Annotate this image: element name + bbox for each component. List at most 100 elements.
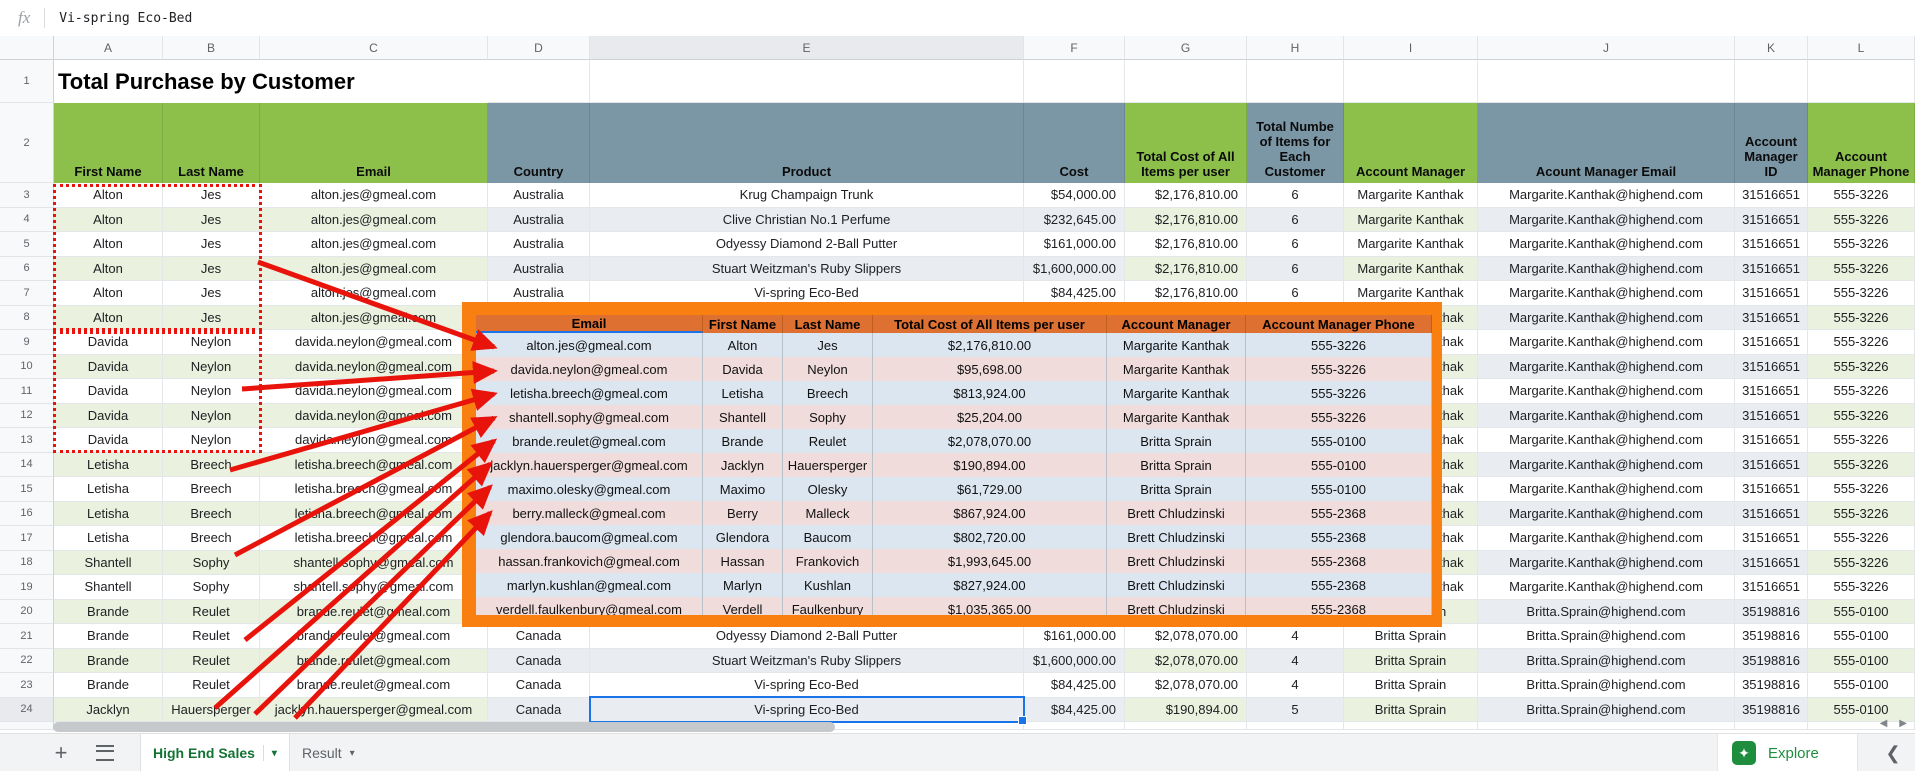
row-header-15[interactable]: 15	[0, 477, 54, 502]
cell-J3[interactable]: Margarite.Kanthak@highend.com	[1478, 183, 1735, 208]
cell-E5[interactable]: Odyessy Diamond 2-Ball Putter	[590, 232, 1024, 257]
cell-K16[interactable]: 31516651	[1735, 501, 1808, 526]
column-header-H[interactable]: H	[1247, 36, 1344, 60]
cell-G1[interactable]	[1125, 60, 1247, 103]
cell-L8[interactable]: 555-3226	[1808, 305, 1915, 330]
column-header-G[interactable]: G	[1125, 36, 1247, 60]
add-sheet-button[interactable]: +	[54, 740, 68, 765]
column-header-J[interactable]: J	[1478, 36, 1735, 60]
cell-L17[interactable]: 555-3226	[1808, 526, 1915, 551]
row-header-13[interactable]: 13	[0, 428, 54, 453]
cell-B15[interactable]: Breech	[163, 477, 260, 502]
cell-L14[interactable]: 555-3226	[1808, 452, 1915, 477]
cell-J1[interactable]	[1478, 60, 1735, 103]
cell-C3[interactable]: alton.jes@gmeal.com	[260, 183, 488, 208]
cell-J16[interactable]: Margarite.Kanthak@highend.com	[1478, 501, 1735, 526]
cell-J12[interactable]: Margarite.Kanthak@highend.com	[1478, 403, 1735, 428]
cell-C12[interactable]: davida.neylon@gmeal.com	[260, 403, 488, 428]
cell-J21[interactable]: Britta.Sprain@highend.com	[1478, 624, 1735, 649]
explore-button[interactable]: ✦ Explore	[1717, 734, 1858, 771]
cell-I6[interactable]: Margarite Kanthak	[1344, 256, 1478, 281]
cell-A7[interactable]: Alton	[54, 281, 163, 306]
row-header-17[interactable]: 17	[0, 526, 54, 551]
row-header-9[interactable]: 9	[0, 330, 54, 355]
row-header-2[interactable]: 2	[0, 103, 54, 183]
table-header-C[interactable]: Email	[260, 103, 488, 183]
cell-F6[interactable]: $1,600,000.00	[1024, 256, 1125, 281]
row-header-23[interactable]: 23	[0, 673, 54, 698]
cell-K6[interactable]: 31516651	[1735, 256, 1808, 281]
cell-L3[interactable]: 555-3226	[1808, 183, 1915, 208]
cell-D3[interactable]: Australia	[488, 183, 590, 208]
cell-C15[interactable]: letisha.breech@gmeal.com	[260, 477, 488, 502]
cell-A18[interactable]: Shantell	[54, 550, 163, 575]
row-header-14[interactable]: 14	[0, 452, 54, 477]
cell-C8[interactable]: alton.jes@gmeal.com	[260, 305, 488, 330]
cell-C13[interactable]: davida.neylon@gmeal.com	[260, 428, 488, 453]
row-header-21[interactable]: 21	[0, 624, 54, 649]
row-header-24[interactable]: 24	[0, 697, 54, 722]
scrollbar-arrows[interactable]: ◀ ▶	[1880, 718, 1907, 729]
cell-H21[interactable]: 4	[1247, 624, 1344, 649]
cell-F21[interactable]: $161,000.00	[1024, 624, 1125, 649]
column-header-I[interactable]: I	[1344, 36, 1478, 60]
cell-J10[interactable]: Margarite.Kanthak@highend.com	[1478, 354, 1735, 379]
formula-input[interactable]: Vi-spring Eco-Bed	[59, 10, 193, 26]
cell-L5[interactable]: 555-3226	[1808, 232, 1915, 257]
cell-A16[interactable]: Letisha	[54, 501, 163, 526]
cell-D4[interactable]: Australia	[488, 207, 590, 232]
cell-B8[interactable]: Jes	[163, 305, 260, 330]
cell-C23[interactable]: brande.reulet@gmeal.com	[260, 673, 488, 698]
column-header-A[interactable]: A	[54, 36, 163, 60]
cell-L10[interactable]: 555-3226	[1808, 354, 1915, 379]
cell-A11[interactable]: Davida	[54, 379, 163, 404]
cell-L18[interactable]: 555-3226	[1808, 550, 1915, 575]
cell-L16[interactable]: 555-3226	[1808, 501, 1915, 526]
cell-C5[interactable]: alton.jes@gmeal.com	[260, 232, 488, 257]
row-header-4[interactable]: 4	[0, 207, 54, 232]
cell-K5[interactable]: 31516651	[1735, 232, 1808, 257]
cell-K20[interactable]: 35198816	[1735, 599, 1808, 624]
cell-L1[interactable]	[1808, 60, 1915, 103]
cell-J7[interactable]: Margarite.Kanthak@highend.com	[1478, 281, 1735, 306]
cell-J15[interactable]: Margarite.Kanthak@highend.com	[1478, 477, 1735, 502]
cell-F24[interactable]: $84,425.00	[1024, 697, 1125, 722]
cell-A10[interactable]: Davida	[54, 354, 163, 379]
cell-D5[interactable]: Australia	[488, 232, 590, 257]
table-header-F[interactable]: Cost	[1024, 103, 1125, 183]
cell-I22[interactable]: Britta Sprain	[1344, 648, 1478, 673]
cell-B6[interactable]: Jes	[163, 256, 260, 281]
table-header-I[interactable]: Account Manager	[1344, 103, 1478, 183]
row-header-10[interactable]: 10	[0, 354, 54, 379]
cell-E4[interactable]: Clive Christian No.1 Perfume	[590, 207, 1024, 232]
cell-D23[interactable]: Canada	[488, 673, 590, 698]
cell-A15[interactable]: Letisha	[54, 477, 163, 502]
cell-J20[interactable]: Britta.Sprain@highend.com	[1478, 599, 1735, 624]
cell-J14[interactable]: Margarite.Kanthak@highend.com	[1478, 452, 1735, 477]
cell-H1[interactable]	[1247, 60, 1344, 103]
cell-K18[interactable]: 31516651	[1735, 550, 1808, 575]
chevron-down-icon[interactable]: ▾	[271, 747, 277, 759]
cell-J4[interactable]: Margarite.Kanthak@highend.com	[1478, 207, 1735, 232]
cell-H22[interactable]: 4	[1247, 648, 1344, 673]
cell-A21[interactable]: Brande	[54, 624, 163, 649]
table-header-H[interactable]: Total Numbe of Items for Each Customer	[1247, 103, 1344, 183]
cell-C6[interactable]: alton.jes@gmeal.com	[260, 256, 488, 281]
row-header-5[interactable]: 5	[0, 232, 54, 257]
cell-E21[interactable]: Odyessy Diamond 2-Ball Putter	[590, 624, 1024, 649]
tab-high-end-sales[interactable]: High End Sales ▾	[140, 734, 290, 771]
all-sheets-menu-icon[interactable]	[96, 745, 114, 761]
cell-A6[interactable]: Alton	[54, 256, 163, 281]
cell-H23[interactable]: 4	[1247, 673, 1344, 698]
cell-C16[interactable]: letisha.breech@gmeal.com	[260, 501, 488, 526]
cell-I1[interactable]	[1344, 60, 1478, 103]
cell-F1[interactable]	[1024, 60, 1125, 103]
row-header-25[interactable]	[0, 722, 54, 730]
column-header-K[interactable]: K	[1735, 36, 1808, 60]
cell-C11[interactable]: davida.neylon@gmeal.com	[260, 379, 488, 404]
row-header-7[interactable]: 7	[0, 281, 54, 306]
cell-A5[interactable]: Alton	[54, 232, 163, 257]
cell-A8[interactable]: Alton	[54, 305, 163, 330]
cell-L7[interactable]: 555-3226	[1808, 281, 1915, 306]
table-header-E[interactable]: Product	[590, 103, 1024, 183]
